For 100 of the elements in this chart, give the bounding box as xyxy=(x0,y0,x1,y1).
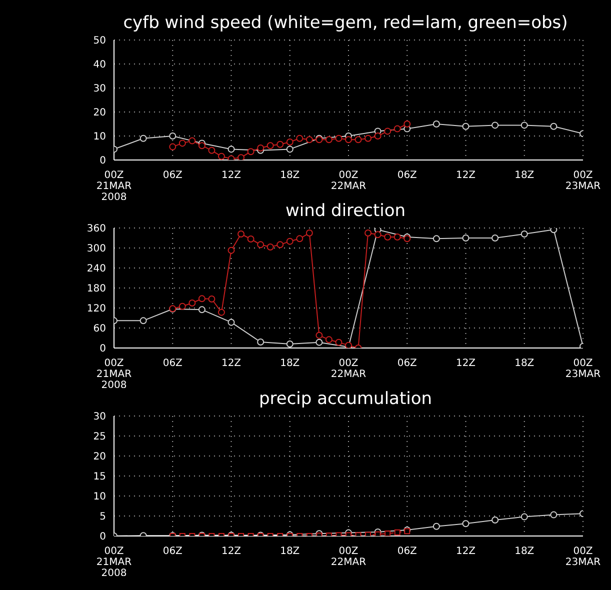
point xyxy=(198,142,206,150)
point xyxy=(520,122,528,129)
y-tick-label: 0 xyxy=(100,532,106,543)
point xyxy=(208,146,216,154)
y-tick-label: 5 xyxy=(100,512,106,523)
point xyxy=(325,336,332,344)
x-tick-label: 12Z xyxy=(456,546,476,557)
point xyxy=(462,122,470,130)
x-tick-label: 12Z xyxy=(221,546,242,557)
point xyxy=(238,230,245,238)
point xyxy=(286,238,294,245)
y-tick-label: 30 xyxy=(93,84,106,95)
point xyxy=(178,140,186,147)
y-tick-label: 10 xyxy=(93,132,106,143)
point xyxy=(364,134,372,142)
x-tick-label: 18Z xyxy=(280,358,300,369)
y-tick-label: 20 xyxy=(93,452,106,463)
point xyxy=(432,120,440,128)
point xyxy=(198,295,206,302)
point xyxy=(218,308,225,316)
point xyxy=(374,231,382,238)
x-tick-label: 06Z xyxy=(162,170,183,181)
point xyxy=(432,235,440,242)
point xyxy=(335,338,342,346)
point xyxy=(218,152,225,160)
point xyxy=(169,132,176,140)
x-tick-label: 06Z xyxy=(397,546,418,557)
y-tick-label: 30 xyxy=(93,412,106,423)
point xyxy=(247,236,254,242)
point xyxy=(335,134,342,142)
point xyxy=(316,332,323,339)
x-tick-label: 18Z xyxy=(514,358,534,369)
x-tick-label: 12Z xyxy=(221,358,242,369)
point xyxy=(198,306,206,314)
x-tick-label: 00Z 21MAR 2008 xyxy=(96,546,132,579)
point xyxy=(550,122,558,130)
point xyxy=(238,154,245,160)
x-tick-label: 00Z 23MAR xyxy=(565,546,601,568)
x-tick-label: 00Z 22MAR xyxy=(330,358,366,380)
point xyxy=(228,318,235,326)
x-tick-label: 06Z xyxy=(162,358,183,369)
point xyxy=(188,300,196,306)
point xyxy=(394,234,401,240)
point xyxy=(492,122,499,129)
x-tick-label: 06Z xyxy=(397,170,418,181)
y-tick-label: 40 xyxy=(93,60,106,71)
x-tick-label: 00Z 22MAR xyxy=(330,546,366,568)
x-tick-label: 00Z 23MAR xyxy=(565,358,601,380)
point xyxy=(286,138,294,146)
x-tick-label: 12Z xyxy=(221,170,242,181)
point xyxy=(384,234,392,240)
point xyxy=(286,340,294,348)
point xyxy=(286,146,294,153)
point xyxy=(306,230,313,236)
point xyxy=(257,338,264,346)
y-tick-label: 240 xyxy=(86,264,106,275)
x-tick-label: 18Z xyxy=(514,170,534,181)
x-tick-label: 12Z xyxy=(456,358,476,369)
point xyxy=(228,146,235,153)
point xyxy=(140,317,147,324)
point xyxy=(188,137,196,144)
chart-title: cyfb wind speed (white=gem, red=lam, green=obs) xyxy=(122,12,569,34)
x-tick-label: 00Z 21MAR 2008 xyxy=(96,358,132,391)
point xyxy=(462,234,470,242)
point xyxy=(266,142,274,150)
point xyxy=(374,132,382,140)
point xyxy=(178,302,186,310)
point xyxy=(345,136,352,144)
point xyxy=(276,140,284,148)
chart-title: precip accumulation xyxy=(258,389,432,409)
x-tick-label: 06Z xyxy=(397,358,418,369)
point xyxy=(140,134,147,142)
point xyxy=(364,230,372,236)
point xyxy=(394,125,401,132)
y-tick-label: 15 xyxy=(93,472,106,483)
point xyxy=(384,128,392,135)
point xyxy=(257,144,264,152)
x-tick-label: 00Z 21MAR 2008 xyxy=(96,170,132,203)
point xyxy=(550,228,558,234)
x-tick-label: 00Z 22MAR xyxy=(330,170,366,192)
x-tick-label: 12Z xyxy=(456,170,476,181)
chart-title: wind direction xyxy=(285,201,406,221)
point xyxy=(266,244,274,250)
x-tick-label: 06Z xyxy=(162,546,183,557)
point xyxy=(296,235,304,242)
point xyxy=(316,338,323,346)
point xyxy=(354,136,362,144)
y-tick-label: 120 xyxy=(86,304,106,315)
y-tick-label: 360 xyxy=(86,224,106,235)
y-tick-label: 300 xyxy=(86,244,106,255)
y-tick-label: 10 xyxy=(93,492,106,503)
point xyxy=(169,143,176,150)
y-tick-label: 0 xyxy=(100,156,106,167)
point xyxy=(276,241,284,248)
y-tick-label: 25 xyxy=(93,432,106,443)
x-tick-label: 18Z xyxy=(280,546,300,557)
x-tick-label: 00Z 23MAR xyxy=(565,170,601,192)
point xyxy=(228,246,235,254)
point xyxy=(257,241,264,248)
point xyxy=(306,136,313,144)
